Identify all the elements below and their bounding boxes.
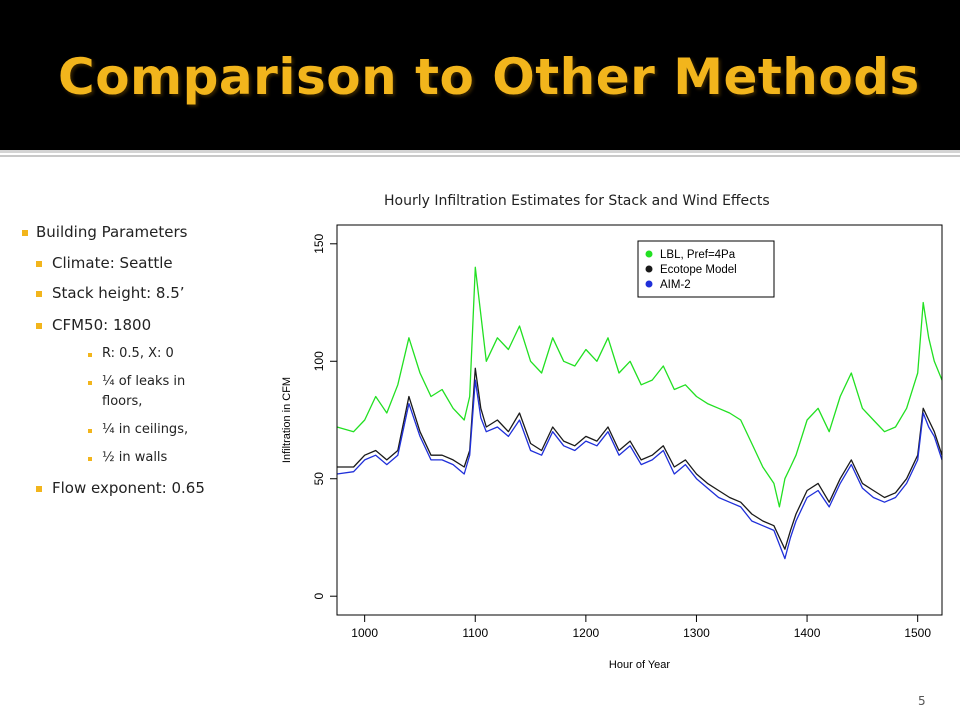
x-tick-label: 1400 (794, 626, 821, 640)
page-number: 5 (918, 694, 926, 708)
bullet-marker (88, 381, 92, 385)
legend-marker-0 (645, 250, 653, 258)
legend-marker-2 (645, 280, 653, 288)
bullet-marker (36, 323, 42, 329)
plot-frame (336, 224, 943, 616)
legend-marker-1 (645, 265, 653, 273)
title-divider-secondary (0, 155, 960, 157)
bullet-text: Flow exponent: 0.65 (52, 479, 205, 497)
bullet-marker (36, 486, 42, 492)
bullet-marker (88, 457, 92, 461)
bullet-text: R: 0.5, X: 0 (102, 346, 174, 361)
bullet-marker (22, 230, 28, 236)
series-line-1 (337, 367, 943, 550)
line-chart: 1000 1100 1200 1300 1400 1500 0 50 100 150 Hour of… (281, 224, 943, 671)
y-tick-label: 150 (312, 233, 326, 253)
x-tick-label: 1100 (462, 626, 488, 640)
title-bar (0, 0, 960, 150)
bullet-text: ½ in walls (102, 450, 168, 465)
bullet-marker (88, 353, 92, 357)
series-line-0 (336, 266, 943, 508)
slide-title: Comparison to Other Methods (58, 48, 920, 106)
legend-label-2: AIM-2 (660, 279, 691, 291)
y-tick-label: 50 (312, 472, 326, 486)
y-axis-label: Infiltration in CFM (281, 377, 293, 463)
bullet-marker (88, 429, 92, 433)
legend-label-1: Ecotope Model (660, 264, 737, 276)
title-divider (0, 150, 960, 153)
y-tick-label: 100 (312, 351, 326, 371)
bullet-text: Building Parameters (36, 223, 188, 241)
bullet-text: CFM50: 1800 (52, 316, 152, 334)
legend-label-0: LBL, Pref=4Pa (660, 249, 736, 261)
bullet-text: ¼ in ceilings, (102, 422, 189, 437)
y-tick-label: 0 (312, 593, 326, 600)
series-line-2 (336, 379, 943, 560)
bullet-text: Climate: Seattle (52, 254, 173, 272)
x-tick-label: 1200 (573, 626, 600, 640)
x-axis-label: Hour of Year (609, 659, 670, 671)
x-tick-label: 1500 (904, 626, 931, 640)
chart-title: Hourly Infiltration Estimates for Stack … (384, 193, 770, 209)
bullet-marker (36, 291, 42, 297)
bullet-text: ¼ of leaks in floors, (102, 374, 186, 409)
bullet-text: Stack height: 8.5’ (52, 284, 185, 302)
x-tick-label: 1300 (683, 626, 710, 640)
x-tick-label: 1000 (351, 626, 378, 640)
bullet-marker (36, 261, 42, 267)
legend-box (637, 240, 775, 298)
